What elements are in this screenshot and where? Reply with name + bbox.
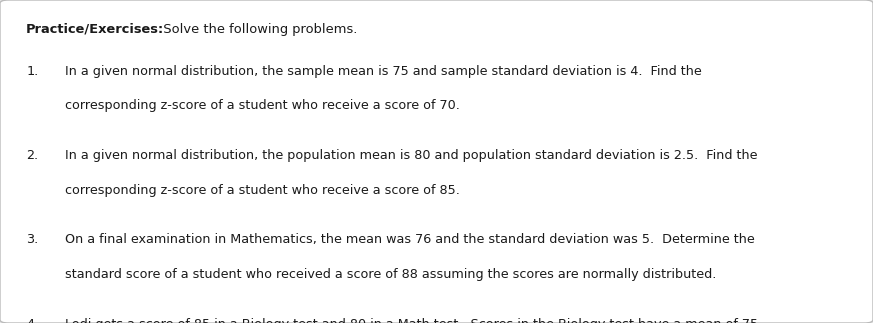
Text: corresponding z-score of a student who receive a score of 85.: corresponding z-score of a student who r…	[65, 184, 460, 197]
Text: corresponding z-score of a student who receive a score of 70.: corresponding z-score of a student who r…	[65, 99, 460, 112]
Text: 3.: 3.	[26, 233, 38, 246]
Text: Lodi gets a score of 85 in a Biology test and 80 in a Math test.  Scores in the : Lodi gets a score of 85 in a Biology tes…	[65, 318, 759, 323]
Text: In a given normal distribution, the population mean is 80 and population standar: In a given normal distribution, the popu…	[65, 149, 758, 162]
Text: 4.: 4.	[26, 318, 38, 323]
Text: In a given normal distribution, the sample mean is 75 and sample standard deviat: In a given normal distribution, the samp…	[65, 65, 702, 78]
Text: On a final examination in Mathematics, the mean was 76 and the standard deviatio: On a final examination in Mathematics, t…	[65, 233, 755, 246]
Text: 1.: 1.	[26, 65, 38, 78]
Text: standard score of a student who received a score of 88 assuming the scores are n: standard score of a student who received…	[65, 268, 717, 281]
Text: Solve the following problems.: Solve the following problems.	[155, 23, 358, 36]
Text: 2.: 2.	[26, 149, 38, 162]
Text: Practice/Exercises:: Practice/Exercises:	[26, 23, 164, 36]
